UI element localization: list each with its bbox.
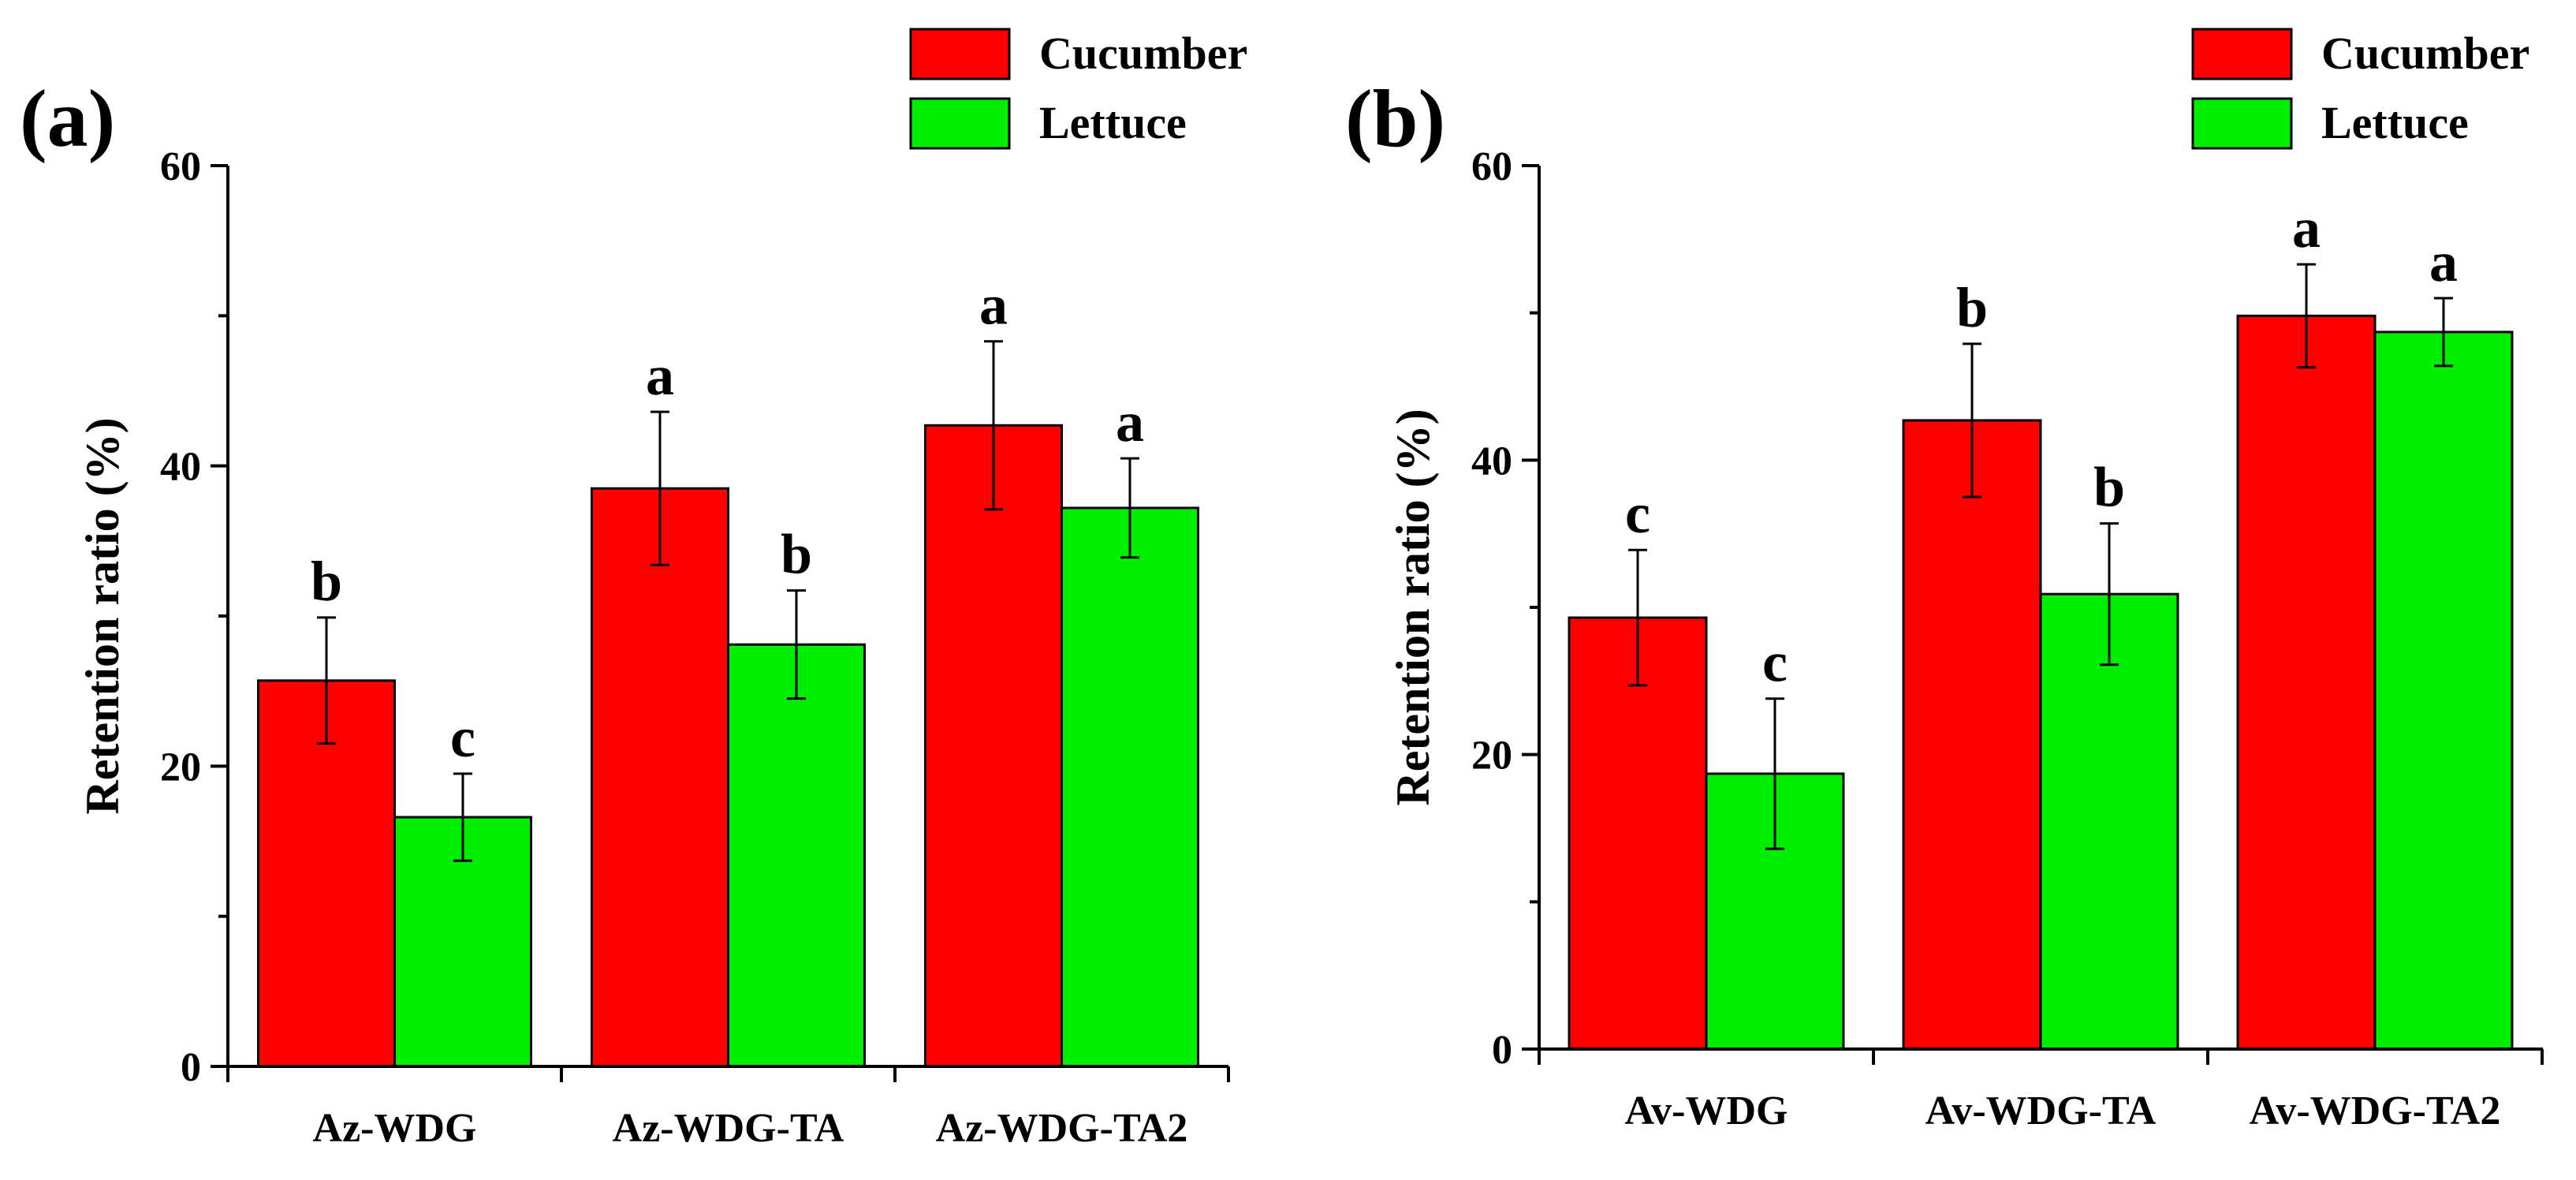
bar-lettuce <box>1061 506 1199 1068</box>
bar-lettuce <box>727 643 866 1068</box>
legend-label-lettuce: Lettuce <box>2321 97 2469 148</box>
panel-label: (a) <box>20 73 115 164</box>
y-tick-label: 0 <box>1492 1028 1512 1073</box>
legend-swatch-cucumber <box>2191 28 2293 80</box>
bar-cucumber <box>2236 314 2377 1051</box>
bar-cucumber <box>924 424 1063 1068</box>
y-tick-label: 40 <box>160 445 201 490</box>
significance-letter: a <box>979 274 1008 337</box>
legend-label-cucumber: Cucumber <box>1039 28 1247 79</box>
chart-panel-b: (b) c c Av-WDG b b Av-WDG-TA a a Av-WDG-TA2 0 20 40 6… <box>1345 28 2544 1133</box>
x-tick-label: Av-WDG-TA <box>1925 1089 2157 1133</box>
x-tick-label: Az-WDG-TA2 <box>936 1106 1188 1151</box>
legend-label-cucumber: Cucumber <box>2321 28 2529 79</box>
significance-letter: a <box>2429 230 2458 293</box>
bar-cucumber <box>1568 616 1708 1051</box>
x-tick-label: Av-WDG-TA2 <box>2250 1089 2501 1133</box>
y-tick-label: 20 <box>160 745 201 790</box>
significance-letter: a <box>2292 196 2321 260</box>
bar-cucumber <box>257 679 396 1068</box>
bar-lettuce <box>2039 592 2179 1051</box>
x-tick-label: Av-WDG <box>1624 1089 1788 1133</box>
y-tick-label: 40 <box>1471 439 1512 484</box>
legend-swatch-lettuce <box>909 97 1011 150</box>
significance-letter: b <box>781 523 812 586</box>
y-axis-label: Retention ratio (%) <box>76 417 129 814</box>
legend-swatch-cucumber <box>909 28 1011 80</box>
y-tick-label: 60 <box>160 144 201 189</box>
significance-letter: c <box>1625 482 1650 545</box>
chart-panel-a: (a) b c Az-WDG a b Az-WDG-TA a a Az-WDG-TA2 0 20 40 6… <box>20 28 1247 1151</box>
significance-letter: c <box>1762 631 1788 694</box>
y-tick-label: 60 <box>1471 144 1512 189</box>
x-tick-label: Az-WDG <box>313 1106 477 1151</box>
significance-letter: b <box>2093 456 2125 519</box>
legend-swatch-lettuce <box>2191 97 2293 150</box>
bar-lettuce <box>2373 330 2514 1051</box>
y-tick-label: 0 <box>181 1045 201 1090</box>
legend-label-lettuce: Lettuce <box>1039 97 1187 148</box>
x-tick-label: Az-WDG-TA <box>613 1106 844 1151</box>
bar-cucumber <box>591 487 729 1068</box>
y-tick-label: 20 <box>1471 734 1512 779</box>
significance-letter: a <box>646 344 674 407</box>
significance-letter: b <box>311 550 342 613</box>
panel-label: (b) <box>1345 73 1445 164</box>
significance-letter: b <box>1956 276 1988 339</box>
significance-letter: a <box>1116 390 1144 454</box>
significance-letter: c <box>450 706 475 769</box>
bar-cucumber <box>1902 419 2042 1051</box>
y-axis-label: Retention ratio (%) <box>1387 409 1439 805</box>
